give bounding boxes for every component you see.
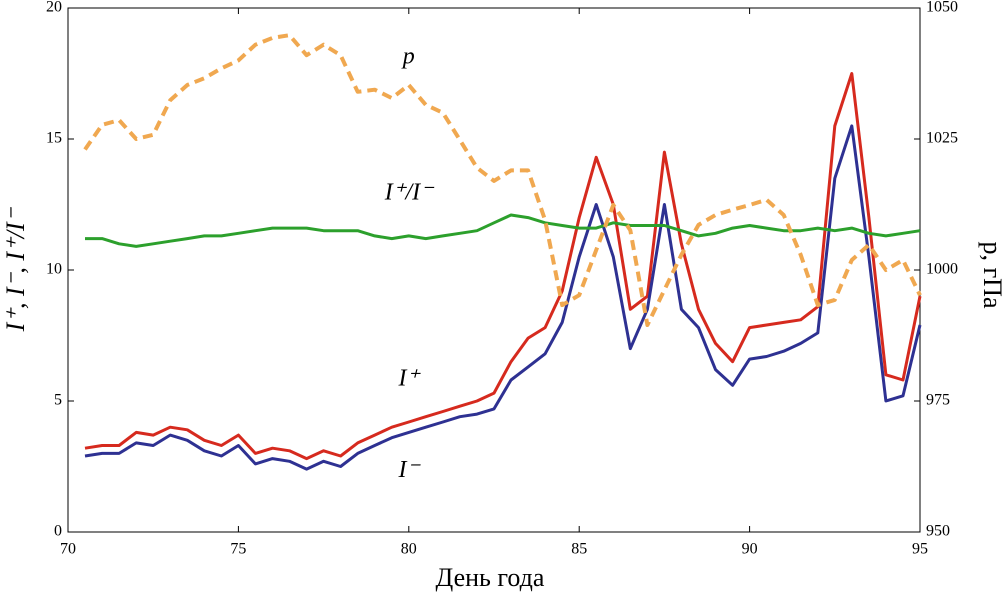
- series-line: [84, 124, 922, 471]
- x-tick-label: 85: [571, 541, 587, 558]
- y2-tick-label: 1050: [926, 0, 958, 16]
- y2-tick-label: 1025: [926, 130, 958, 147]
- series-line: [85, 213, 921, 248]
- x-tick-label: 95: [912, 541, 928, 558]
- annotation: I⁺/I⁻: [384, 180, 435, 206]
- y-tick-label: 10: [46, 261, 62, 278]
- annotation: I⁻: [397, 457, 421, 483]
- plot-frame: [67, 7, 921, 533]
- x-tick-label: 70: [60, 541, 76, 558]
- y-tick-label: 15: [46, 130, 62, 147]
- y-tick-label: 20: [46, 0, 62, 16]
- y2-tick-label: 975: [926, 392, 950, 409]
- series-line: [83, 33, 922, 327]
- x-axis-label: День года: [436, 563, 545, 592]
- y-axis-label: I⁺, I⁻, I⁺/I⁻: [1, 206, 30, 332]
- x-tick-label: 75: [230, 541, 246, 558]
- series-line: [84, 72, 922, 461]
- y2-tick-label: 1000: [926, 261, 958, 278]
- y2-tick-label: 950: [926, 523, 950, 540]
- y-tick-label: 0: [54, 523, 62, 540]
- x-tick-label: 80: [401, 541, 417, 558]
- annotation: I⁺: [397, 366, 421, 392]
- x-tick-label: 90: [742, 541, 758, 558]
- y2-axis-label: p, гПа: [978, 242, 1007, 309]
- annotation: p: [401, 43, 415, 69]
- y-tick-label: 5: [54, 392, 62, 409]
